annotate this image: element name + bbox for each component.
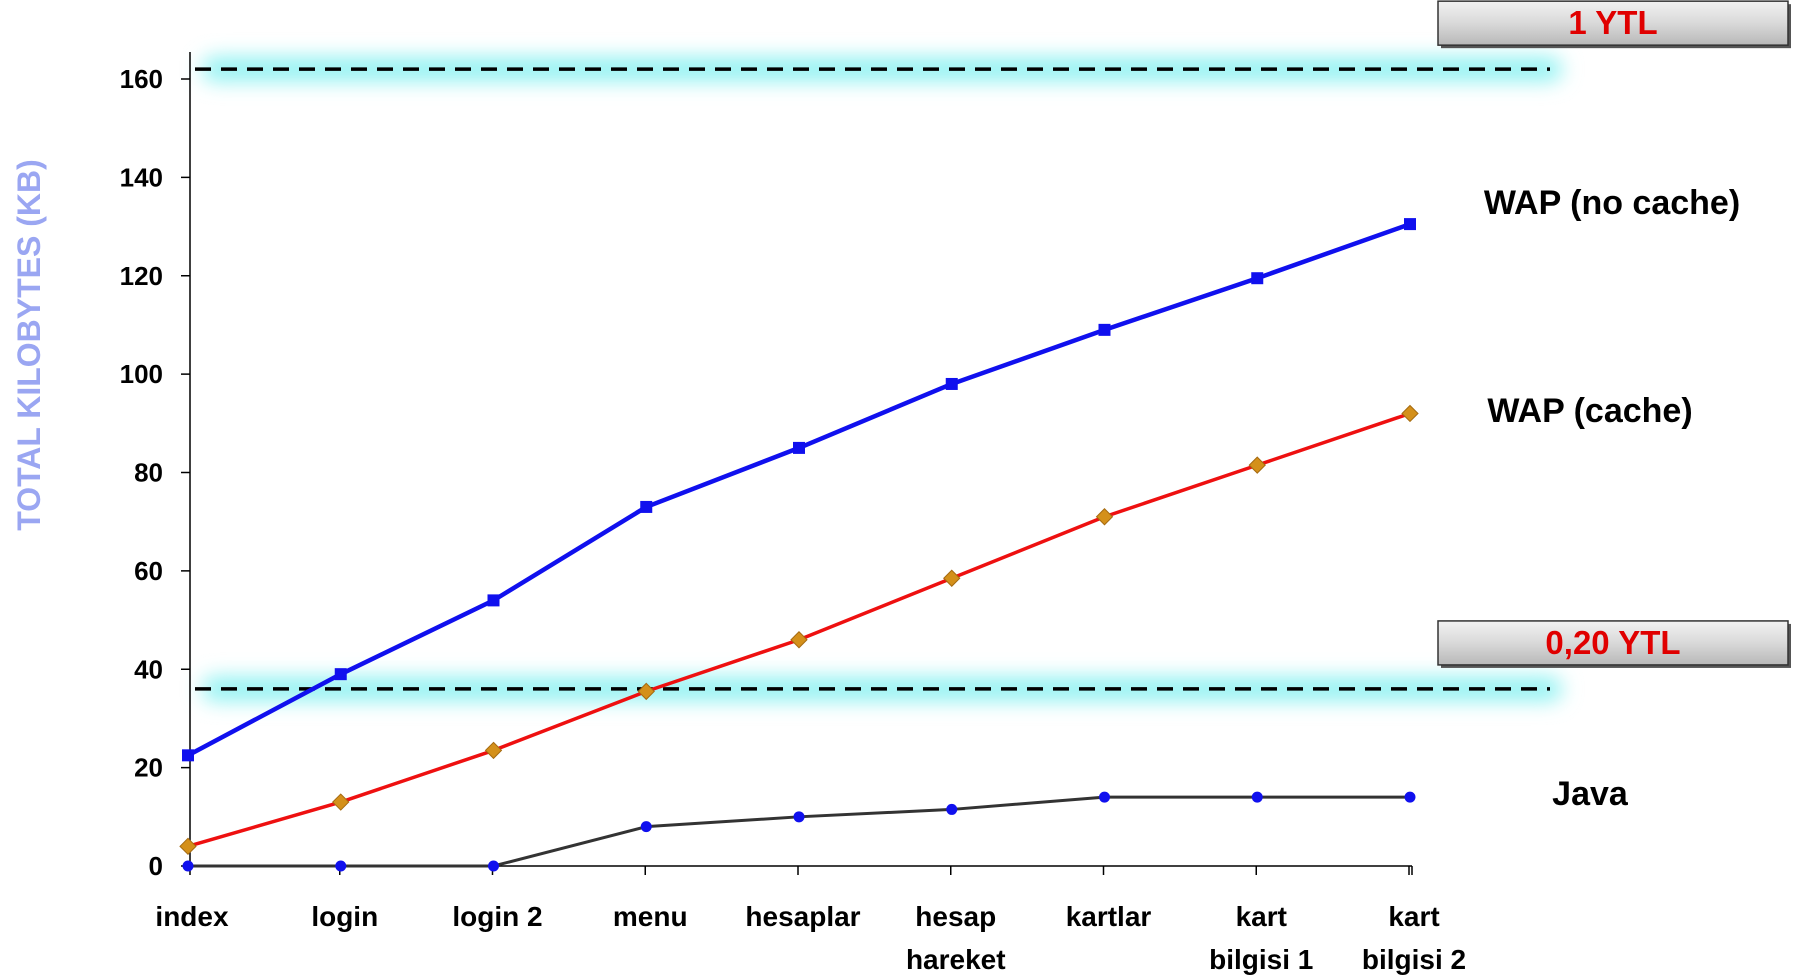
data-point bbox=[484, 741, 503, 760]
y-tick-label: 60 bbox=[134, 556, 163, 586]
y-tick-label: 120 bbox=[120, 261, 163, 291]
data-point bbox=[179, 837, 197, 856]
data-point bbox=[1251, 272, 1264, 285]
x-tick-label: login bbox=[311, 901, 378, 932]
threshold-label: 0,20 YTL bbox=[1545, 624, 1680, 661]
data-point bbox=[943, 569, 961, 587]
series-line-1 bbox=[187, 411, 1411, 849]
y-tick-label: 20 bbox=[134, 753, 163, 783]
threshold-badge bbox=[1437, 0, 1789, 46]
threshold-badge bbox=[1437, 620, 1789, 666]
data-point bbox=[1095, 508, 1114, 526]
series-label: WAP (cache) bbox=[1487, 392, 1692, 430]
data-point bbox=[1404, 791, 1416, 803]
data-point bbox=[332, 793, 350, 811]
data-point bbox=[637, 682, 655, 701]
series-label: Java bbox=[1552, 775, 1629, 813]
data-point bbox=[1248, 456, 1266, 474]
data-point bbox=[640, 500, 653, 513]
x-tick-label: bilgisi 1 bbox=[1209, 944, 1313, 975]
x-tick-label: hareket bbox=[906, 944, 1006, 975]
x-tick-label: hesap bbox=[915, 901, 996, 932]
y-tick-label: 80 bbox=[134, 458, 163, 488]
x-tick-label: bilgisi 2 bbox=[1362, 944, 1466, 975]
x-tick-label: index bbox=[155, 901, 229, 932]
y-tick-label: 100 bbox=[120, 359, 163, 389]
data-point bbox=[488, 860, 499, 872]
data-point bbox=[793, 811, 805, 823]
series-label: WAP (no cache) bbox=[1484, 184, 1740, 222]
data-point bbox=[1098, 323, 1111, 336]
data-point bbox=[1401, 404, 1419, 423]
data-point bbox=[946, 803, 958, 815]
data-point bbox=[640, 821, 652, 833]
data-point bbox=[487, 594, 500, 607]
data-point bbox=[945, 377, 958, 390]
series-line-0 bbox=[186, 221, 1411, 758]
y-tick-label: 160 bbox=[120, 64, 163, 94]
x-tick-label: kart bbox=[1388, 901, 1439, 932]
data-point bbox=[334, 668, 347, 681]
data-point bbox=[793, 441, 805, 454]
data-point bbox=[1404, 218, 1416, 231]
x-tick-label: kartlar bbox=[1066, 901, 1152, 932]
y-axis-title: TOTAL KILOBYTES (KB) bbox=[11, 159, 47, 531]
data-point bbox=[335, 860, 347, 872]
x-tick-label: kart bbox=[1236, 901, 1287, 932]
series-line-2 bbox=[188, 795, 1410, 868]
x-tick-label: login 2 bbox=[452, 901, 542, 932]
y-tick-label: 0 bbox=[149, 851, 163, 881]
threshold-label: 1 YTL bbox=[1568, 4, 1657, 41]
x-tick-label: menu bbox=[613, 901, 688, 932]
data-point bbox=[182, 860, 194, 872]
y-tick-label: 140 bbox=[120, 162, 163, 192]
data-point bbox=[1251, 791, 1263, 803]
data-point bbox=[1099, 791, 1110, 803]
data-point bbox=[182, 749, 194, 762]
y-tick-label: 40 bbox=[134, 654, 163, 684]
data-point bbox=[790, 631, 808, 649]
x-tick-label: hesaplar bbox=[745, 901, 860, 932]
